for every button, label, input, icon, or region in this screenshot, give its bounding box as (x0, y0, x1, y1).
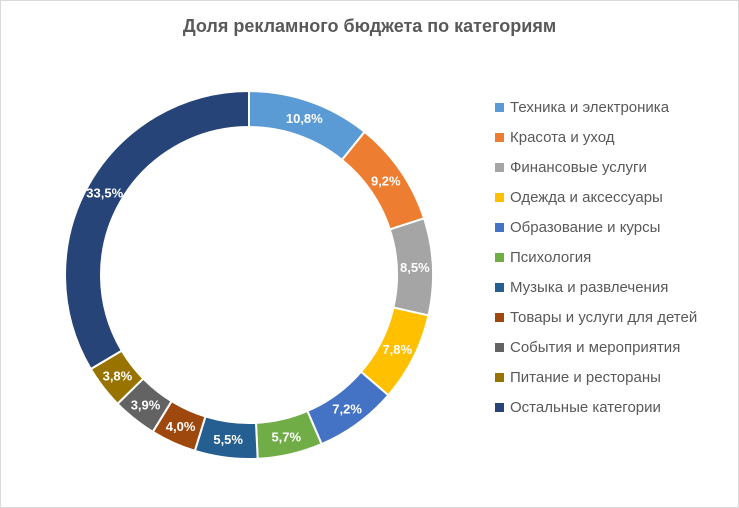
legend-item-7: Товары и услуги для детей (495, 302, 697, 332)
legend-label: События и мероприятия (510, 338, 681, 356)
legend-label: Одежда и аксессуары (510, 188, 663, 206)
legend-swatch (495, 252, 504, 262)
legend-item-0: Техника и электроника (495, 92, 697, 122)
legend-label: Финансовые услуги (510, 158, 647, 176)
legend-swatch (495, 102, 504, 112)
slice-label-1: 9,2% (371, 173, 401, 188)
legend-swatch (495, 282, 504, 292)
chart-legend: Техника и электроника Красота и уход Финан… (495, 92, 697, 422)
legend-swatch (495, 192, 504, 202)
legend-item-10: Остальные категории (495, 392, 697, 422)
legend-swatch (495, 222, 504, 232)
slice-label-10: 33,5% (86, 185, 123, 200)
slice-10 (64, 89, 250, 371)
legend-label: Техника и электроника (510, 98, 670, 116)
legend-item-9: Питание и рестораны (495, 362, 697, 392)
legend-item-1: Красота и уход (495, 122, 697, 152)
chart-title: Доля рекламного бюджета по категориям (182, 16, 557, 36)
legend-swatch (495, 342, 504, 352)
legend-item-5: Психология (495, 242, 697, 272)
slice-label-5: 5,7% (271, 429, 301, 444)
legend-item-6: Музыка и развлечения (495, 272, 697, 302)
legend-label: Остальные категории (510, 398, 661, 416)
slice-label-6: 5,5% (213, 432, 243, 447)
legend-label: Музыка и развлечения (510, 278, 669, 296)
legend-swatch (495, 132, 504, 142)
legend-swatch (495, 372, 504, 382)
slice-label-4: 7,2% (332, 401, 362, 416)
legend-label: Товары и услуги для детей (510, 308, 698, 326)
legend-swatch (495, 162, 504, 172)
slice-label-2: 8,5% (400, 260, 430, 275)
legend-label: Питание и рестораны (510, 368, 661, 386)
slice-label-7: 4,0% (166, 419, 196, 434)
legend-label: Психология (510, 248, 592, 266)
legend-swatch (495, 402, 504, 412)
legend-label: Образование и курсы (510, 218, 661, 236)
slice-label-9: 3,8% (103, 369, 133, 384)
slice-label-3: 7,8% (382, 342, 412, 357)
legend-item-8: События и мероприятия (495, 332, 697, 362)
slice-label-0: 10,8% (286, 111, 323, 126)
legend-item-3: Одежда и аксессуары (495, 182, 697, 212)
legend-item-4: Образование и курсы (495, 212, 697, 242)
legend-label: Красота и уход (510, 128, 615, 146)
legend-swatch (495, 312, 504, 322)
legend-item-2: Финансовые услуги (495, 152, 697, 182)
slice-label-8: 3,9% (131, 397, 161, 412)
